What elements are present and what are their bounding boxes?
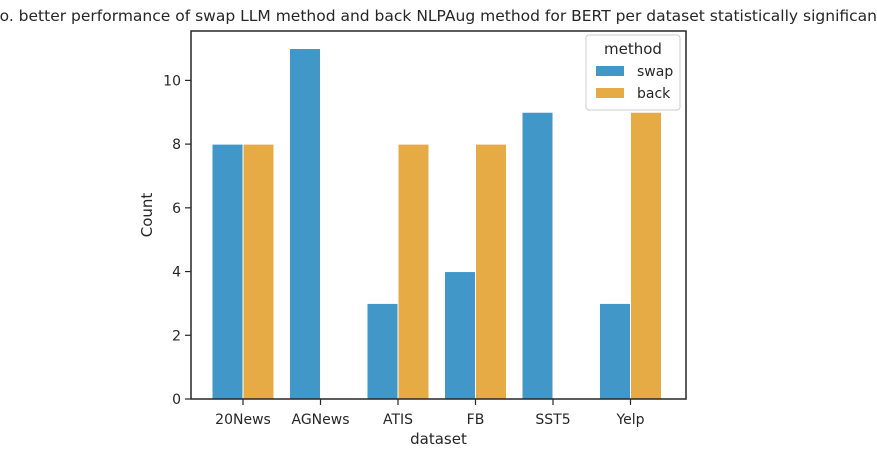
- bar-swap-sst5: [521, 111, 554, 400]
- chart-title: No. better performance of swap LLM metho…: [0, 7, 877, 25]
- bar-swap-fb: [444, 271, 476, 400]
- y-tick-label: 4: [172, 265, 181, 281]
- legend-title: method: [604, 40, 662, 58]
- legend-swatch-swap: [596, 66, 624, 76]
- bar-swap-yelp: [599, 302, 631, 400]
- x-tick-label: Yelp: [615, 412, 644, 428]
- legend-label-swap: swap: [637, 64, 673, 80]
- bar-back-20news: [242, 143, 275, 400]
- bar-back-fb: [475, 143, 507, 400]
- y-tick-label: 8: [172, 137, 181, 153]
- legend-label-back: back: [637, 86, 671, 102]
- legend: method swap back: [585, 34, 681, 111]
- y-tick-label: 6: [172, 201, 181, 217]
- x-tick-label: AGNews: [291, 412, 349, 428]
- bar-back-yelp: [630, 111, 662, 400]
- bar-swap-atis: [366, 302, 399, 400]
- x-axis-label: dataset: [410, 430, 467, 448]
- y-axis-label: Count: [138, 193, 156, 238]
- bar-swap-20news: [211, 143, 244, 400]
- bar-back-atis: [397, 143, 430, 400]
- x-tick-label: ATIS: [383, 412, 413, 428]
- x-tick-label: SST5: [535, 412, 570, 428]
- y-tick-label: 0: [172, 392, 181, 408]
- y-tick-label: 10: [163, 73, 181, 89]
- bar-swap-agnews: [289, 48, 321, 400]
- bars-layer: [211, 48, 662, 400]
- x-tick-label: 20News: [215, 412, 271, 428]
- plot-frame: [190, 30, 687, 400]
- x-tick-label: FB: [467, 412, 485, 428]
- y-tick-label: 2: [172, 328, 181, 344]
- legend-swatch-back: [596, 88, 624, 98]
- x-axis: 20News AGNews ATIS FB SST5 Yelp: [215, 399, 645, 428]
- y-axis: 0 2 4 6 8 10: [163, 73, 191, 408]
